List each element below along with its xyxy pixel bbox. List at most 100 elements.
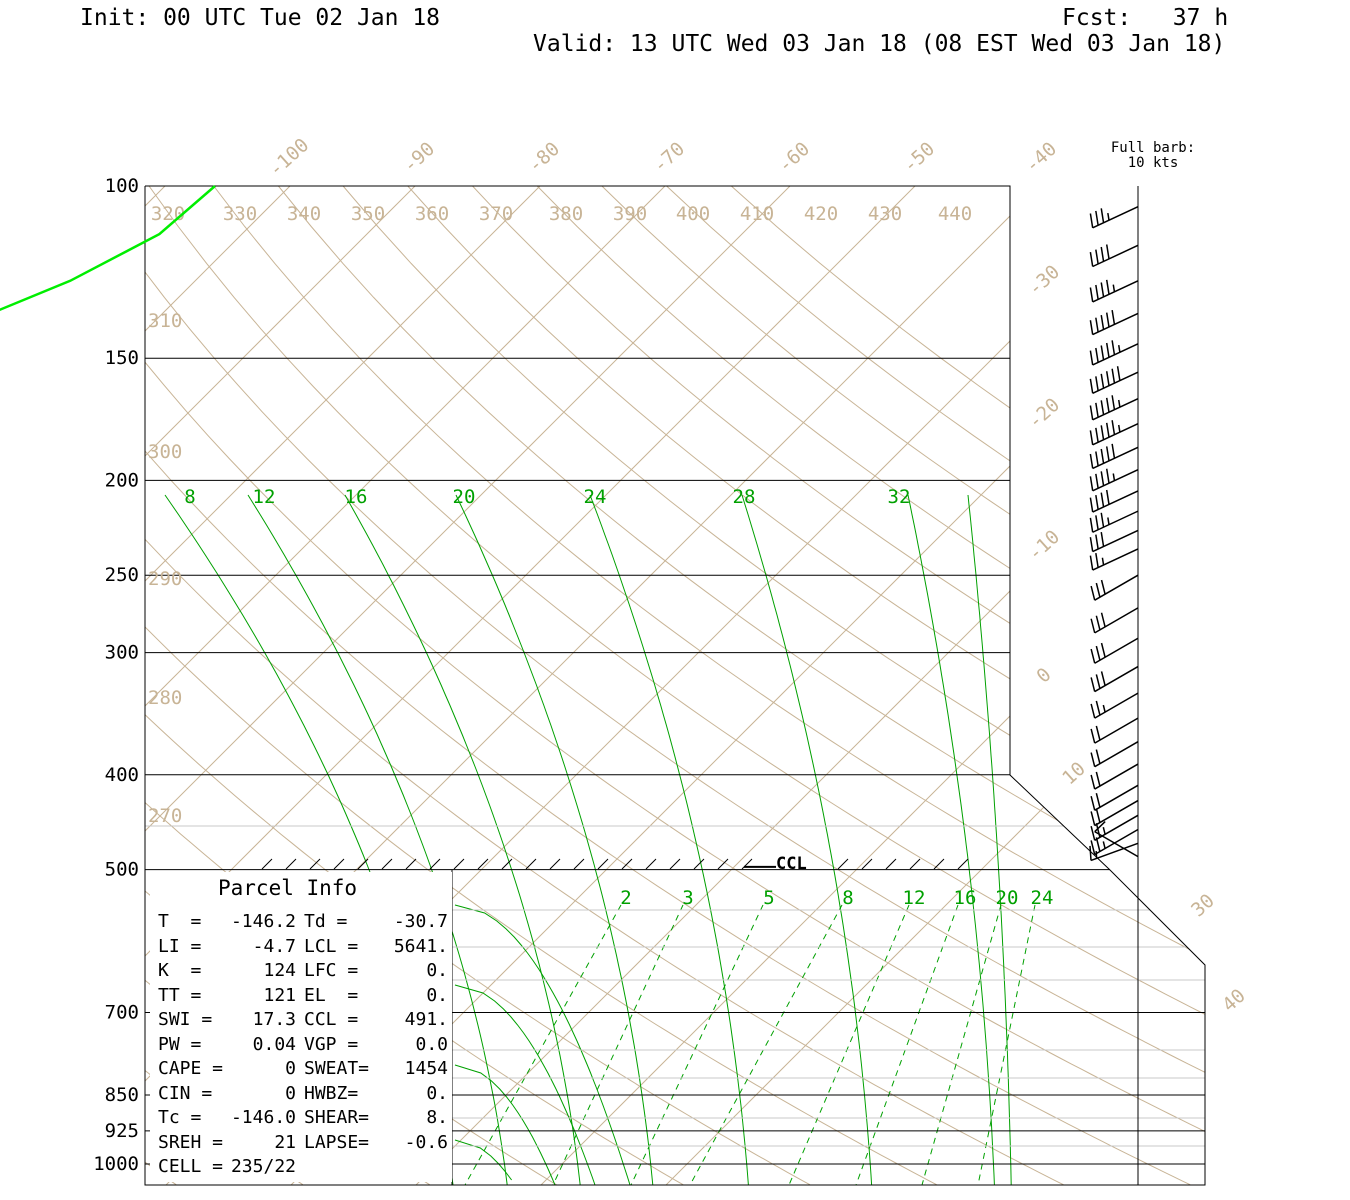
wind-barb — [1089, 443, 1139, 470]
pressure-label: 925 — [105, 1120, 139, 1142]
mixing-ratio-label: 12 — [253, 486, 276, 508]
isotherm-label: -90 — [399, 138, 439, 177]
dry-adiabat-line — [145, 186, 1205, 1185]
theta-label: 320 — [151, 203, 185, 225]
dry-adiabat-line — [145, 186, 1064, 1185]
mixing-ratio-label: 20 — [453, 486, 476, 508]
dry-adiabat-line — [407, 186, 1205, 1185]
theta-label: 400 — [676, 203, 710, 225]
hatch-mark — [933, 858, 945, 870]
dry-adiabat-line — [0, 186, 49, 1185]
mixing-ratio-line — [921, 904, 1002, 1185]
saturated-adiabat-curve — [455, 494, 654, 1185]
parcel-value: -30.7 — [393, 911, 448, 932]
mixing-ratio-label: 16 — [954, 887, 977, 909]
saturated-adiabat-curve — [907, 494, 995, 1185]
parcel-value: 0. — [426, 960, 448, 981]
parcel-value: -4.7 — [252, 935, 296, 957]
sounding — [0, 185, 776, 868]
saturated-adiabat-curve — [344, 494, 581, 1185]
lower-curve — [454, 1064, 556, 1185]
dry-adiabat-line — [148, 186, 1205, 1185]
theta-label: 310 — [148, 310, 182, 332]
hatch-mark — [573, 858, 585, 870]
pressure-label: 700 — [105, 1002, 139, 1024]
parcel-info-panel: Parcel Info T = -146.2 Td = -30.7 LI = -4.7 LC… — [150, 872, 452, 1182]
dry-adiabat-line — [472, 186, 1205, 1185]
hatch-mark — [285, 858, 297, 870]
mixing-ratio-label: 5 — [763, 887, 774, 909]
hatch-mark — [429, 858, 441, 870]
isotherm-line — [145, 186, 791, 1185]
wind-barb — [1089, 309, 1139, 336]
parcel-value: 491. — [404, 1009, 448, 1030]
mixing-ratio-label: 16 — [345, 486, 368, 508]
hatch-mark — [381, 858, 393, 870]
hatch-mark — [477, 858, 489, 870]
parcel-key: EL = — [304, 984, 359, 1006]
hatch-mark — [501, 858, 513, 870]
hatch-mark — [693, 858, 705, 870]
parcel-info-title: Parcel Info — [218, 876, 358, 900]
parcel-key: VGP = — [304, 1033, 359, 1055]
mixing-ratio-lines — [164, 494, 1036, 1185]
lower-curve — [454, 1139, 512, 1181]
parcel-info-row: CELL = 235/22 — [158, 1155, 448, 1179]
mixing-ratio-line — [977, 904, 1036, 1185]
parcel-value: 0 — [285, 1082, 296, 1104]
theta-label: 360 — [415, 203, 449, 225]
isotherm-label: -70 — [649, 138, 689, 177]
dry-adiabat-line — [145, 186, 937, 1185]
hatch-mark — [837, 858, 849, 870]
dry-adiabat-line — [278, 186, 1205, 1185]
hatch-mark — [645, 858, 657, 870]
hatch-mark — [885, 858, 897, 870]
hatch-mark — [405, 858, 417, 870]
mixing-ratio-line — [788, 904, 910, 1185]
wind-barb — [1089, 279, 1139, 303]
isotherm-label: -10 — [1024, 526, 1064, 565]
parcel-key: T = — [158, 911, 202, 932]
wind-barb — [1090, 763, 1139, 790]
wind-barb — [1090, 784, 1139, 811]
parcel-key: CCL = — [304, 1009, 359, 1030]
parcel-key: LCL = — [304, 935, 359, 957]
wind-barb — [1089, 340, 1139, 366]
isotherm-label: -30 — [1024, 261, 1064, 300]
parcel-key: LFC = — [304, 960, 359, 981]
theta-label: 420 — [804, 203, 838, 225]
isotherm-line — [145, 186, 916, 1185]
hatch-mark — [957, 858, 969, 870]
isotherm-line — [145, 186, 166, 1185]
saturated-adiabat-curve — [247, 494, 508, 1185]
wind-barb — [1089, 420, 1139, 446]
mixing-ratio-label: 8 — [184, 486, 195, 508]
parcel-key: Tc = — [158, 1107, 202, 1128]
mixing-ratio-label: 32 — [888, 486, 911, 508]
wind-barb — [1094, 820, 1139, 858]
parcel-value: 0 — [285, 1058, 296, 1079]
dry-adiabat-line — [145, 186, 1191, 1185]
theta-label: 430 — [868, 203, 902, 225]
isotherm-label: 0 — [1032, 664, 1055, 688]
wind-barb — [1090, 607, 1139, 634]
wind-barb — [1089, 468, 1139, 492]
theta-label: 370 — [479, 203, 513, 225]
parcel-value: 124 — [263, 960, 296, 981]
wind-barb — [1089, 244, 1139, 268]
mixing-ratio-line — [630, 904, 764, 1185]
barb-legend-line2: 10 kts — [1128, 155, 1179, 171]
theta-label: 410 — [740, 203, 774, 225]
mixing-ratio-line — [855, 904, 959, 1185]
parcel-key: LI = — [158, 935, 202, 957]
isotherm-label: 10 — [1058, 758, 1090, 790]
isotherm-label: -60 — [774, 138, 814, 177]
dry-adiabat-line — [730, 186, 1205, 1185]
isotherm-label: 40 — [1218, 985, 1250, 1017]
wind-barb — [1089, 529, 1139, 553]
hatch-mark — [861, 858, 873, 870]
parcel-info-row: TT = 121 EL = 0. — [158, 984, 448, 1008]
theta-label: 350 — [351, 203, 385, 225]
isotherm-label: -80 — [524, 138, 564, 177]
isotherm-label: -100 — [265, 134, 314, 181]
